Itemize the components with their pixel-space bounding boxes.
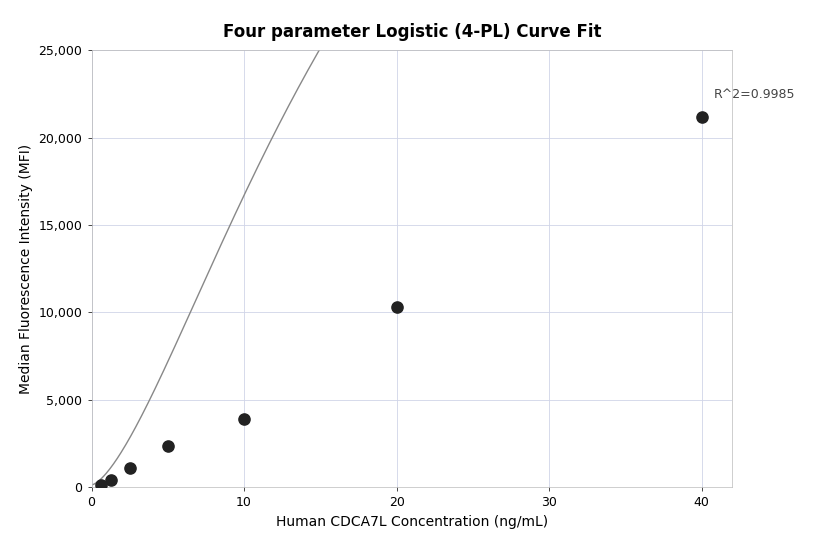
Title: Four parameter Logistic (4-PL) Curve Fit: Four parameter Logistic (4-PL) Curve Fit — [223, 22, 601, 40]
Text: R^2=0.9985: R^2=0.9985 — [714, 87, 795, 101]
Point — [390, 303, 404, 312]
Point — [104, 475, 117, 484]
Point — [94, 480, 107, 489]
Point — [161, 442, 175, 451]
Y-axis label: Median Fluorescence Intensity (MFI): Median Fluorescence Intensity (MFI) — [19, 144, 33, 394]
Point — [123, 464, 136, 473]
Point — [695, 113, 708, 122]
Point — [237, 414, 250, 423]
X-axis label: Human CDCA7L Concentration (ng/mL): Human CDCA7L Concentration (ng/mL) — [275, 515, 548, 529]
